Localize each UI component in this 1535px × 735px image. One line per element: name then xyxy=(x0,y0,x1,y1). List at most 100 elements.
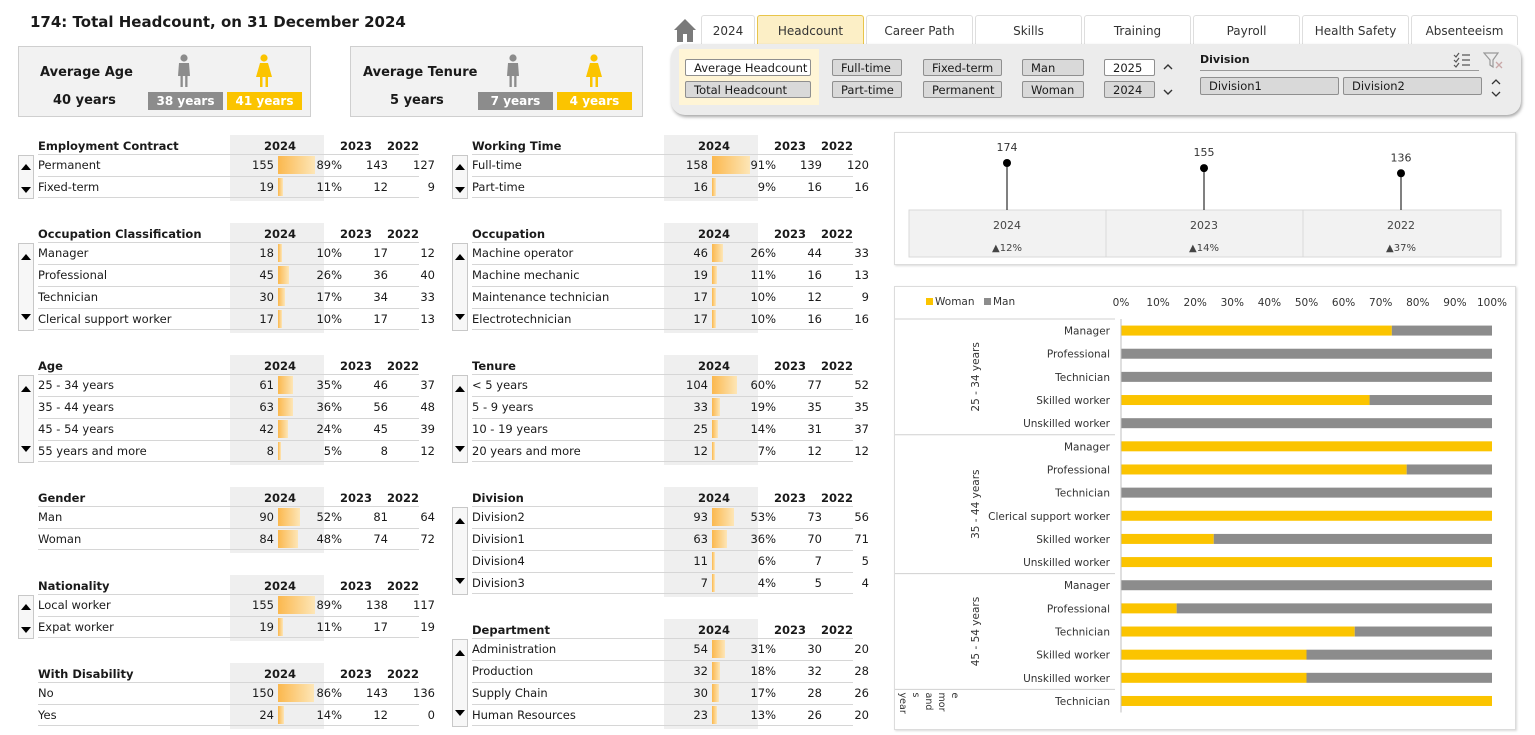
sort-down-icon[interactable] xyxy=(455,445,465,453)
value-previous: 12 xyxy=(807,290,822,304)
table-row: Production 32 18% 32 28 xyxy=(472,660,869,682)
percent-current: 26% xyxy=(316,268,342,282)
sort-up-icon[interactable] xyxy=(21,385,31,393)
filter-division1[interactable]: Division1 xyxy=(1200,77,1339,95)
filter-year-2024[interactable]: 2024 xyxy=(1104,81,1155,98)
multi-select-icon[interactable] xyxy=(1453,52,1471,68)
sort-down-icon[interactable] xyxy=(21,313,31,321)
average-age-value: 40 years xyxy=(53,93,116,108)
tab-year[interactable]: 2024 xyxy=(701,15,755,45)
sort-spinner[interactable] xyxy=(18,375,34,463)
row-label: 25 - 34 years xyxy=(38,378,115,392)
tab-skills[interactable]: Skills xyxy=(975,15,1082,45)
value-previous: 138 xyxy=(366,598,388,612)
division-scroll-icon[interactable] xyxy=(1491,79,1501,99)
group-label: 25 - 34 years xyxy=(970,342,982,411)
filter-average-headcount[interactable]: Average Headcount xyxy=(685,59,811,76)
filter-woman[interactable]: Woman xyxy=(1022,81,1084,98)
year-header: 2022 xyxy=(821,139,854,153)
row-label: Production xyxy=(472,664,534,678)
sort-spinner[interactable] xyxy=(452,639,468,727)
table-title: Nationality xyxy=(38,579,110,593)
value-two-years-ago: 12 xyxy=(854,444,869,458)
sort-up-icon[interactable] xyxy=(21,253,31,261)
legend-woman-swatch xyxy=(926,298,933,305)
sort-spinner[interactable] xyxy=(18,595,34,639)
sort-spinner[interactable] xyxy=(452,155,468,199)
percent-bar xyxy=(712,706,718,724)
sort-up-icon[interactable] xyxy=(455,163,465,171)
value-current: 42 xyxy=(259,422,274,436)
filter-part-time[interactable]: Part-time xyxy=(832,81,902,98)
tab-absenteeism[interactable]: Absenteeism xyxy=(1411,15,1518,45)
tab-career-path[interactable]: Career Path xyxy=(866,15,973,45)
value-two-years-ago: 28 xyxy=(854,664,869,678)
table-row: 35 - 44 years 63 36% 56 48 xyxy=(38,396,435,418)
sort-down-icon[interactable] xyxy=(455,577,465,585)
value-two-years-ago: 5 xyxy=(861,554,869,568)
filter-year-2025[interactable]: 2025 xyxy=(1104,59,1155,76)
sort-up-icon[interactable] xyxy=(21,163,31,171)
sort-up-icon[interactable] xyxy=(455,649,465,657)
year-header: 2022 xyxy=(387,227,420,241)
year-header: 2023 xyxy=(340,667,373,681)
sort-down-icon[interactable] xyxy=(455,313,465,321)
filter-man[interactable]: Man xyxy=(1022,59,1084,76)
tab-health-safety[interactable]: Health Safety xyxy=(1302,15,1409,45)
current-year-column xyxy=(664,355,758,465)
sort-spinner[interactable] xyxy=(452,375,468,463)
tab-training[interactable]: Training xyxy=(1084,15,1191,45)
filter-fixed-term[interactable]: Fixed-term xyxy=(923,59,1002,76)
row-label: Full-time xyxy=(472,158,522,172)
percent-bar xyxy=(712,156,751,174)
table-division: Division 2024 2023 2022 Division2 93 53% 73 56 Di… xyxy=(452,487,869,597)
bar-woman xyxy=(1121,464,1407,475)
category-label: Skilled worker xyxy=(1036,534,1110,546)
sort-spinner[interactable] xyxy=(18,243,34,331)
table-row: 25 - 34 years 61 35% 46 37 xyxy=(38,374,435,396)
bar-woman xyxy=(1121,649,1307,660)
filter-permanent[interactable]: Permanent xyxy=(923,81,1002,98)
x-tick-label: 50% xyxy=(1295,297,1318,309)
sort-down-icon[interactable] xyxy=(21,186,31,194)
value-current: 158 xyxy=(686,158,708,172)
year-header: 2023 xyxy=(774,491,807,505)
sort-spinner[interactable] xyxy=(452,507,468,595)
sort-up-icon[interactable] xyxy=(455,385,465,393)
category-label: 2022 xyxy=(1387,219,1415,232)
year-scroll-icon[interactable] xyxy=(1162,62,1174,102)
table-row: Division1 63 36% 70 71 xyxy=(472,528,869,550)
tab-headcount[interactable]: Headcount xyxy=(757,15,864,45)
tab-payroll[interactable]: Payroll xyxy=(1193,15,1300,45)
filter-division2[interactable]: Division2 xyxy=(1343,77,1482,95)
sort-spinner[interactable] xyxy=(452,243,468,331)
value-two-years-ago: 117 xyxy=(413,598,435,612)
sort-down-icon[interactable] xyxy=(21,445,31,453)
sort-down-icon[interactable] xyxy=(455,709,465,717)
percent-current: 17% xyxy=(750,686,776,700)
row-label: Division4 xyxy=(472,554,525,568)
clear-filter-icon[interactable] xyxy=(1483,52,1503,69)
sort-down-icon[interactable] xyxy=(21,626,31,634)
sort-down-icon[interactable] xyxy=(455,186,465,194)
sort-up-icon[interactable] xyxy=(455,517,465,525)
filter-full-time[interactable]: Full-time xyxy=(832,59,902,76)
value-two-years-ago: 136 xyxy=(413,686,435,700)
sort-up-icon[interactable] xyxy=(455,253,465,261)
value-two-years-ago: 35 xyxy=(854,400,869,414)
filter-total-headcount[interactable]: Total Headcount xyxy=(685,81,811,98)
gender-by-occupation-svg: Woman Man 0% 10% 20% 30% 40% 50% 60% 70% 80% 90% 100… xyxy=(884,296,1507,714)
legend-man-label: Man xyxy=(993,296,1015,308)
percent-bar xyxy=(278,376,293,394)
percent-bar xyxy=(278,398,294,416)
sort-spinner[interactable] xyxy=(18,155,34,199)
value-two-years-ago: 9 xyxy=(427,180,435,194)
table-title: Working Time xyxy=(472,139,562,153)
lollipop-point xyxy=(1200,164,1208,173)
value-current: 30 xyxy=(693,686,708,700)
value-previous: 7 xyxy=(814,554,822,568)
average-tenure-man: 7 years xyxy=(478,92,553,110)
year-header: 2024 xyxy=(264,579,297,593)
home-icon[interactable] xyxy=(672,16,698,44)
sort-up-icon[interactable] xyxy=(21,603,31,611)
